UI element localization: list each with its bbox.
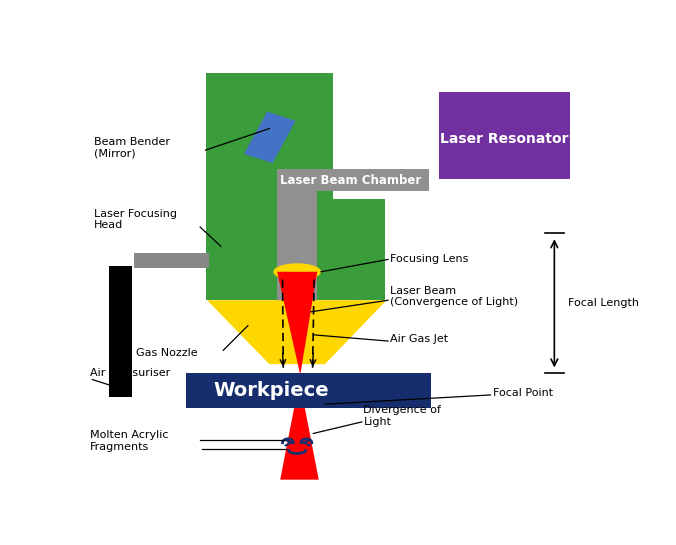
Text: Divergence of
Light: Divergence of Light bbox=[364, 405, 441, 427]
Text: Workpiece: Workpiece bbox=[213, 381, 329, 400]
Text: Focal Length: Focal Length bbox=[569, 298, 639, 308]
Polygon shape bbox=[244, 112, 295, 163]
Text: Laser Beam
(Convergence of Light): Laser Beam (Convergence of Light) bbox=[390, 286, 518, 307]
Text: Air Gas Jet: Air Gas Jet bbox=[390, 334, 448, 344]
Text: Air Pressuriser: Air Pressuriser bbox=[90, 368, 170, 378]
Polygon shape bbox=[207, 300, 387, 364]
Bar bbox=[187, 373, 431, 408]
Bar bbox=[110, 265, 132, 397]
Bar bbox=[206, 198, 277, 300]
Polygon shape bbox=[277, 272, 317, 375]
Text: Laser Beam Chamber: Laser Beam Chamber bbox=[281, 174, 422, 186]
Bar bbox=[277, 169, 317, 304]
Polygon shape bbox=[281, 408, 318, 480]
Text: Focal Point: Focal Point bbox=[493, 387, 553, 398]
Text: Gas Nozzle: Gas Nozzle bbox=[137, 348, 198, 358]
Text: Beam Bender
(Mirror): Beam Bender (Mirror) bbox=[94, 137, 170, 159]
Text: Focusing Lens: Focusing Lens bbox=[390, 255, 468, 264]
Bar bbox=[439, 92, 570, 179]
Bar bbox=[134, 252, 210, 268]
Text: Laser Focusing
Head: Laser Focusing Head bbox=[94, 209, 177, 230]
Text: Laser Resonator: Laser Resonator bbox=[440, 131, 569, 146]
Bar bbox=[317, 198, 385, 300]
Ellipse shape bbox=[273, 263, 321, 280]
Bar bbox=[277, 169, 429, 191]
Bar bbox=[206, 73, 333, 200]
Text: Molten Acrylic
Fragments: Molten Acrylic Fragments bbox=[90, 431, 168, 452]
